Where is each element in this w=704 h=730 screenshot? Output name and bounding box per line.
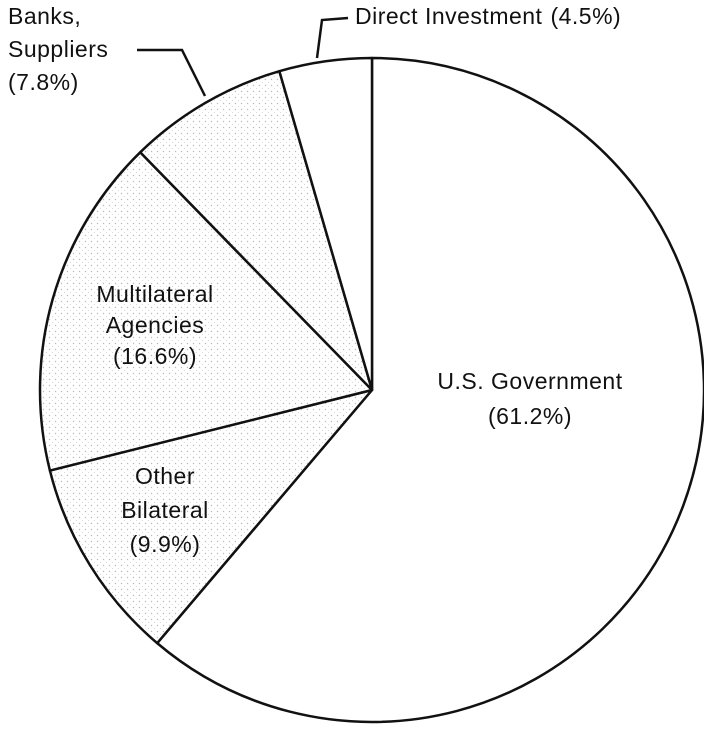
value-label: (16.6%) [113,343,197,369]
slice-label: Bilateral [121,497,209,523]
leader-line [137,48,207,97]
slice-label: Multilateral [96,281,213,307]
pie-slice [155,56,704,724]
slice-label: Agencies [106,312,205,338]
pie-slice [138,69,374,392]
slice-label: Banks, [8,3,81,29]
value-label: (61.2%) [488,403,572,429]
slice-label: Direct Investment [355,3,543,29]
pie-slice [48,388,374,645]
slices [38,56,704,724]
leader-line [315,16,349,59]
pie-slice [278,56,374,392]
slice-label: U.S. Government [437,368,622,394]
value-label: (7.8%) [8,69,79,95]
value-label: (9.9%) [130,531,201,557]
value-label: (4.5%) [550,3,621,29]
labels: U.S. Government (61.2%) Other Bilateral (9.9… [8,3,622,557]
pie-slice [38,151,374,472]
slice-label: Other [135,463,195,489]
slice-label: Suppliers [8,36,108,62]
